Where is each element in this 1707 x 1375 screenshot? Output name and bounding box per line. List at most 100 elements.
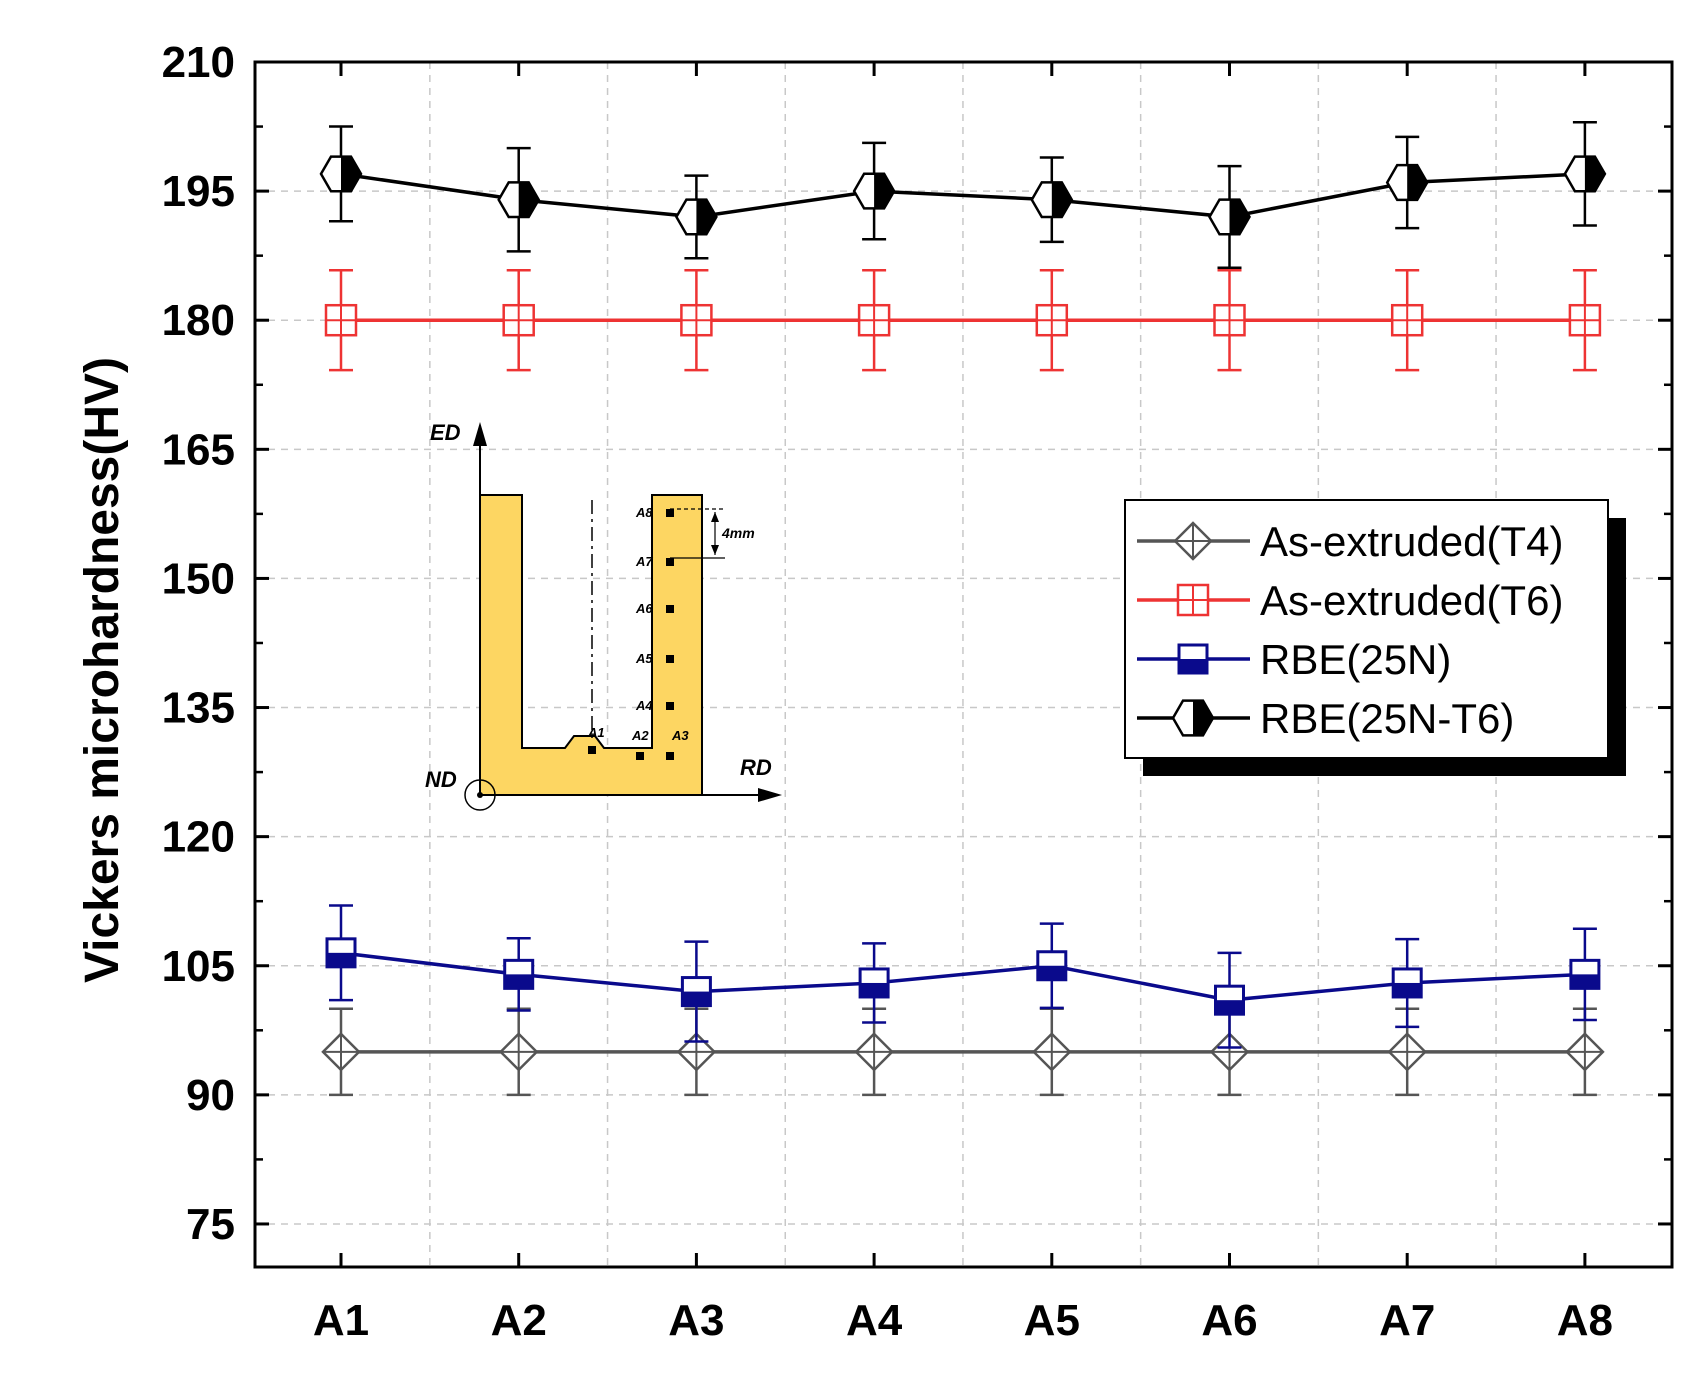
nd-dot (477, 792, 483, 798)
x-tick-label: A8 (1557, 1296, 1613, 1345)
data-point (1569, 958, 1601, 990)
axes: 75 90 105 120 135 150 165 180 195 210 A1 A2 A3 A4 A5 A6… (162, 38, 1674, 1345)
ed-label: ED (430, 420, 461, 445)
legend-marker (1173, 521, 1213, 561)
marker-fill-half (1229, 199, 1250, 235)
marker-fill-half (1179, 659, 1207, 673)
series-RBE(25N-T6) (319, 121, 1607, 269)
marker-fill-half (860, 982, 889, 997)
measure-point (666, 558, 674, 566)
y-axis-title: Vickers microhardness(HV) (76, 357, 129, 983)
series-line (340, 172, 1585, 219)
series-RBE(25N) (325, 904, 1601, 1049)
rd-label: RD (740, 755, 772, 780)
data-point (854, 1032, 894, 1072)
measure-point-label: A3 (671, 728, 689, 743)
y-tick-label: 210 (162, 38, 235, 87)
measure-point-label: A2 (631, 728, 649, 743)
y-tick-label: 135 (162, 684, 235, 733)
data-point (676, 1032, 717, 1072)
marker-fill-half (682, 991, 711, 1006)
data-point (1032, 1032, 1072, 1072)
marker-fill-half (518, 182, 539, 218)
series-line (340, 951, 1585, 1002)
data-point (680, 976, 712, 1008)
marker-fill-half (1215, 1000, 1244, 1015)
data-point (1568, 303, 1602, 337)
marker-fill-half (696, 199, 717, 235)
marker-fill-half (874, 173, 895, 209)
measure-point-label: A1 (587, 725, 605, 740)
plot-frame (253, 60, 1674, 1269)
series-As-extruded(T6) (324, 269, 1602, 372)
marker-fill-half (1393, 982, 1422, 997)
marker-fill-half (504, 974, 533, 989)
data-point (1565, 1032, 1605, 1072)
y-tick-label: 105 (162, 942, 235, 991)
measure-point-label: A5 (635, 651, 653, 666)
dim-arrow-top (711, 512, 719, 522)
y-tick-label: 90 (186, 1071, 235, 1120)
x-tick-label: A1 (313, 1296, 369, 1345)
data-point (857, 303, 891, 337)
data-point (324, 303, 358, 337)
y-tick-label: 120 (162, 813, 235, 862)
data-point (674, 198, 718, 236)
data-point (497, 181, 541, 219)
nd-circle (464, 779, 496, 811)
data-point (1208, 198, 1251, 236)
series-layer (319, 121, 1607, 1097)
legend-marker (1171, 699, 1215, 737)
nd-label: ND (425, 767, 457, 792)
marker-fill-half (1570, 974, 1599, 989)
measure-point-label: A6 (635, 601, 653, 616)
x-tick-label: A4 (846, 1296, 903, 1345)
measure-point-label: A8 (635, 505, 653, 520)
legend-marker (1176, 583, 1210, 617)
legend-label: As-extruded(T6) (1260, 577, 1563, 624)
marker-fill-half (1407, 165, 1428, 200)
data-point (498, 1032, 539, 1072)
sample-schematic-inset: ED RD ND A1 A2 A3 A4 A5 A6 A7 A8 4mm (425, 420, 782, 811)
measure-point (666, 752, 674, 760)
x-tick-label: A2 (491, 1296, 547, 1345)
marker-fill-half (1051, 182, 1072, 218)
legend-label: RBE(25N-T6) (1260, 695, 1514, 742)
measure-point-label: A7 (635, 554, 653, 569)
rd-arrow (758, 788, 782, 802)
data-point (1213, 303, 1246, 337)
data-point (502, 303, 535, 337)
y-tick-label: 195 (162, 167, 235, 216)
measure-point (666, 605, 674, 613)
legend-marker (1177, 643, 1209, 675)
data-point (852, 172, 896, 210)
y-tick-label: 165 (162, 425, 235, 474)
x-tick-label: A7 (1379, 1296, 1435, 1345)
data-point (1214, 984, 1245, 1016)
legend-label: As-extruded(T4) (1260, 518, 1563, 565)
data-point (1563, 155, 1607, 193)
y-tick-label: 180 (162, 296, 235, 345)
data-point (858, 967, 890, 999)
x-tick-label: A5 (1024, 1296, 1080, 1345)
ed-arrow (473, 422, 487, 446)
data-point (1385, 163, 1429, 202)
data-point (503, 958, 535, 990)
marker-fill-half (1193, 700, 1213, 736)
data-point (1390, 303, 1424, 337)
marker-fill-half (341, 156, 361, 192)
measure-point (666, 655, 674, 663)
series-As-extruded(T4) (321, 1007, 1605, 1097)
measure-point (666, 509, 674, 517)
x-tick-label: A3 (668, 1296, 724, 1345)
legend: As-extruded(T4) As-extruded(T6) RBE(25N) RB… (1124, 499, 1626, 776)
spacing-label: 4mm (721, 525, 755, 541)
dim-arrow-bottom (711, 545, 719, 555)
marker-fill-half (327, 952, 355, 967)
data-point (325, 937, 357, 969)
measure-point-label: A4 (635, 698, 653, 713)
measure-point (666, 702, 674, 710)
data-point (1387, 1032, 1427, 1072)
data-point (680, 303, 713, 337)
data-point (1035, 303, 1069, 337)
